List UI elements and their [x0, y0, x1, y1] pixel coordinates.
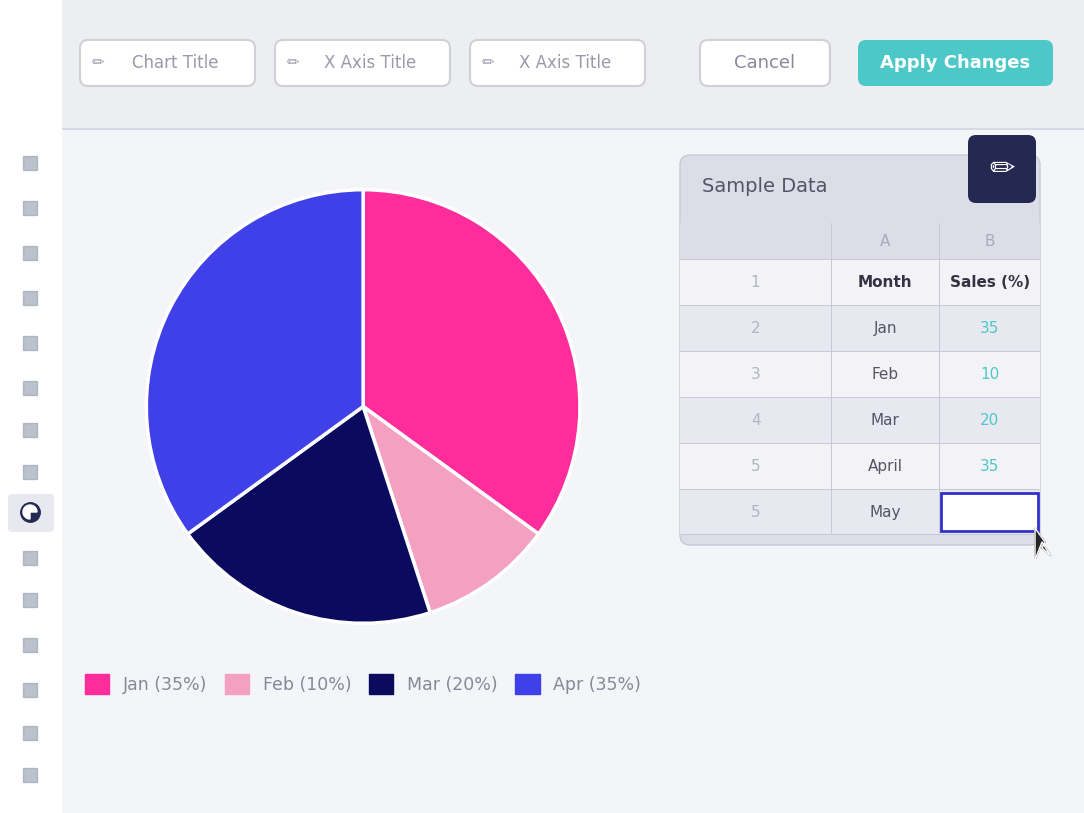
Polygon shape	[23, 505, 37, 519]
Bar	[62, 128, 1084, 130]
FancyBboxPatch shape	[8, 494, 54, 532]
Text: Mar: Mar	[870, 412, 900, 428]
Text: ✏: ✏	[92, 55, 104, 71]
FancyBboxPatch shape	[680, 155, 1040, 545]
Text: 5: 5	[751, 505, 760, 520]
Text: 35: 35	[980, 320, 999, 336]
FancyBboxPatch shape	[700, 40, 830, 86]
Bar	[680, 489, 1040, 490]
Bar	[680, 305, 1040, 351]
Text: B: B	[984, 233, 995, 249]
Text: Apply Changes: Apply Changes	[880, 54, 1031, 72]
Text: Feb: Feb	[872, 367, 899, 381]
Bar	[680, 489, 1040, 535]
Bar	[62, 0, 1084, 130]
Wedge shape	[363, 189, 580, 534]
Bar	[680, 443, 1040, 444]
Text: A: A	[880, 233, 890, 249]
Text: 3: 3	[751, 367, 761, 381]
Text: ✏: ✏	[481, 55, 494, 71]
FancyBboxPatch shape	[80, 40, 255, 86]
Bar	[680, 259, 1040, 305]
Text: ✏: ✏	[990, 154, 1015, 184]
Text: 2: 2	[751, 320, 760, 336]
Legend: Jan (35%), Feb (10%), Mar (20%), Apr (35%): Jan (35%), Feb (10%), Mar (20%), Apr (35…	[78, 667, 648, 702]
Text: 35: 35	[980, 459, 999, 473]
Bar	[680, 259, 1040, 260]
Text: Sample Data: Sample Data	[702, 177, 827, 197]
Text: 1: 1	[751, 275, 760, 289]
Text: 10: 10	[980, 367, 999, 381]
FancyBboxPatch shape	[275, 40, 450, 86]
Text: May: May	[869, 505, 901, 520]
Text: 4: 4	[751, 412, 760, 428]
Bar	[680, 351, 1040, 352]
Bar	[680, 351, 1040, 397]
Polygon shape	[1035, 528, 1051, 560]
Bar	[680, 534, 1040, 535]
Bar	[62, 130, 1084, 813]
Text: 5: 5	[751, 459, 760, 473]
Text: Jan: Jan	[874, 320, 896, 336]
Bar	[0, 0, 62, 813]
FancyBboxPatch shape	[968, 135, 1036, 203]
Bar	[680, 305, 1040, 306]
Wedge shape	[363, 406, 539, 613]
Bar	[680, 443, 1040, 489]
Bar	[941, 493, 1038, 531]
Text: Sales (%): Sales (%)	[950, 275, 1030, 289]
Text: Cancel: Cancel	[735, 54, 796, 72]
Bar	[680, 397, 1040, 443]
Text: ✏: ✏	[286, 55, 299, 71]
Text: Chart Title: Chart Title	[132, 54, 219, 72]
Wedge shape	[188, 406, 430, 624]
Text: Month: Month	[857, 275, 913, 289]
Bar	[680, 223, 1040, 259]
Bar	[680, 397, 1040, 398]
Wedge shape	[146, 189, 363, 534]
Polygon shape	[1035, 528, 1051, 560]
FancyBboxPatch shape	[859, 40, 1053, 86]
Text: X Axis Title: X Axis Title	[324, 54, 416, 72]
Text: April: April	[867, 459, 903, 473]
Text: X Axis Title: X Axis Title	[519, 54, 611, 72]
FancyBboxPatch shape	[470, 40, 645, 86]
Text: 20: 20	[980, 412, 999, 428]
